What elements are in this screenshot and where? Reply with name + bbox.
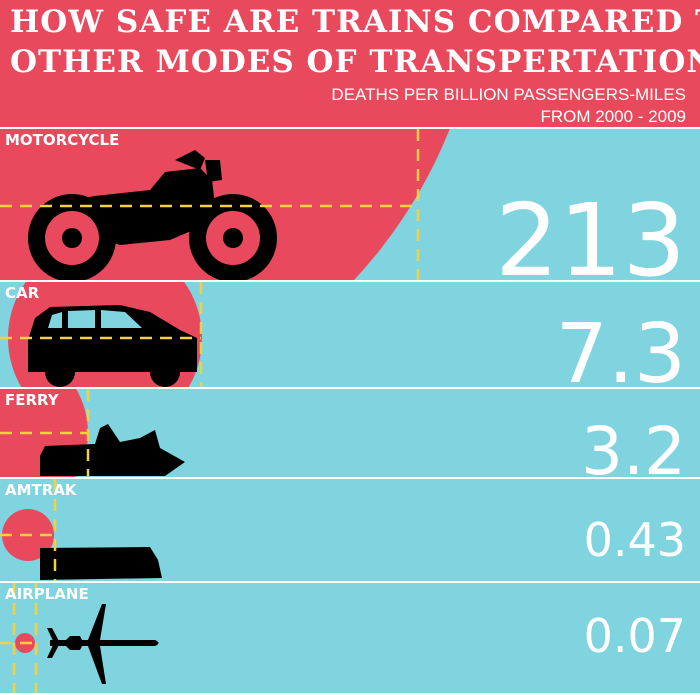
category-label: AMTRAK [5, 481, 78, 499]
row-ferry: FERRY 3.2 [0, 389, 700, 490]
value-label: 3.2 [581, 413, 686, 490]
subtitle-line-1: DEATHS PER BILLION PASSENGERS-MILES [331, 85, 686, 104]
row-amtrak: AMTRAK 0.43 [0, 479, 700, 581]
value-label: 213 [495, 182, 686, 299]
train-icon [40, 547, 162, 580]
car-icon [28, 305, 197, 387]
value-label: 7.3 [556, 307, 686, 402]
title-line-1: HOW SAFE ARE TRAINS COMPARED TO [10, 4, 700, 40]
value-label: 0.07 [584, 609, 686, 663]
subtitle-line-2: FROM 2000 - 2009 [540, 107, 686, 126]
row-motorcycle: MOTORCYCLE 213 [0, 129, 700, 299]
category-label: CAR [5, 284, 40, 302]
category-label: FERRY [5, 391, 60, 409]
header-band [0, 0, 700, 127]
ferry-icon [40, 424, 185, 476]
airplane-icon [47, 604, 159, 684]
value-label: 0.43 [584, 513, 686, 567]
row-background [0, 583, 700, 693]
category-label: AIRPLANE [5, 585, 89, 603]
category-label: MOTORCYCLE [5, 131, 119, 149]
title-line-2: OTHER MODES OF TRANSPERTATION? [10, 44, 700, 80]
motorcycle-icon [28, 150, 277, 280]
row-car: CAR 7.3 [0, 282, 700, 402]
row-airplane: AIRPLANE 0.07 [0, 583, 700, 693]
